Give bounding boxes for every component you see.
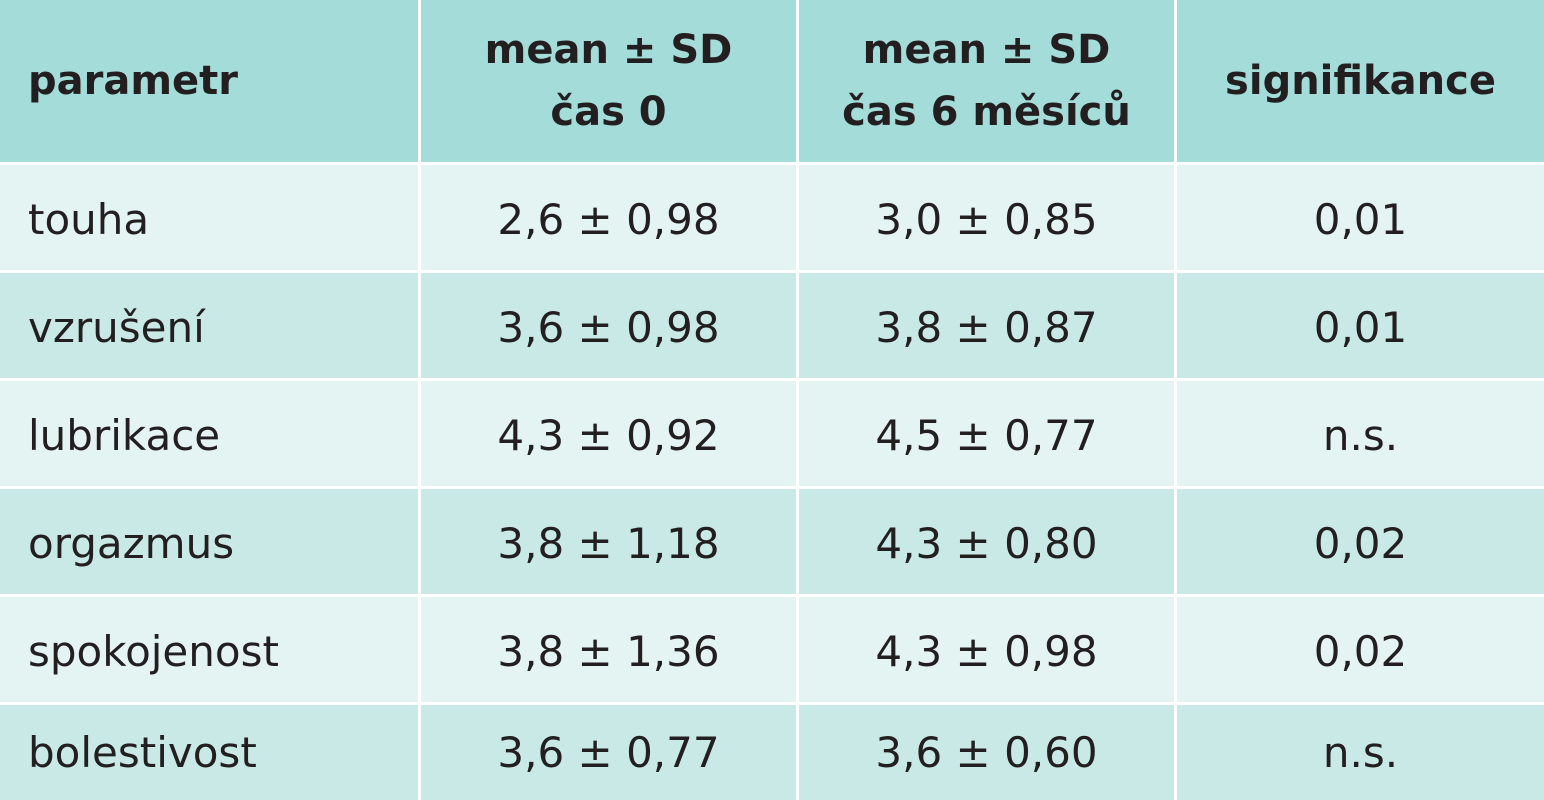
cell-time0: 2,6 ± 0,98 [421, 165, 799, 273]
cell-parameter: touha [0, 165, 421, 273]
row-divider [0, 594, 1544, 597]
row-divider [0, 378, 1544, 381]
cell-time0: 3,6 ± 0,98 [421, 273, 799, 381]
table-row: bolestivost 3,6 ± 0,77 3,6 ± 0,60 n.s. [0, 705, 1544, 800]
cell-parameter: orgazmus [0, 489, 421, 597]
cell-significance: n.s. [1322, 410, 1399, 460]
header-significance-label: signifikance [1225, 58, 1496, 104]
row-divider [0, 702, 1544, 705]
table-row: spokojenost 3,8 ± 1,36 4,3 ± 0,98 0,02 [0, 597, 1544, 705]
cell-time6: 3,6 ± 0,60 [799, 705, 1177, 800]
table-row: touha 2,6 ± 0,98 3,0 ± 0,85 0,01 [0, 165, 1544, 273]
header-time0-line2: čas 0 [550, 89, 667, 135]
header-time0-line1: mean ± SD [484, 27, 733, 73]
cell-significance: 0,01 [1313, 302, 1408, 352]
table-row: vzrušení 3,6 ± 0,98 3,8 ± 0,87 0,01 [0, 273, 1544, 381]
cell-parameter: lubrikace [0, 381, 421, 489]
header-cell-time6: mean ± SD čas 6 měsíců [799, 0, 1177, 162]
table-header-row: parametr mean ± SD čas 0 mean ± SD čas 6… [0, 0, 1544, 162]
cell-time0: 3,8 ± 1,18 [421, 489, 799, 597]
header-time6-line1: mean ± SD [862, 27, 1111, 73]
cell-time0: 3,6 ± 0,77 [421, 705, 799, 800]
cell-parameter: spokojenost [0, 597, 421, 705]
row-divider [0, 162, 1544, 165]
cell-time6: 3,0 ± 0,85 [799, 165, 1177, 273]
header-cell-significance: signifikance [1177, 0, 1544, 162]
cell-significance: 0,01 [1313, 194, 1408, 244]
cell-time0: 3,8 ± 1,36 [421, 597, 799, 705]
cell-time6: 4,3 ± 0,80 [799, 489, 1177, 597]
cell-time6: 4,5 ± 0,77 [799, 381, 1177, 489]
table-row: orgazmus 3,8 ± 1,18 4,3 ± 0,80 0,02 [0, 489, 1544, 597]
cell-significance: 0,02 [1313, 518, 1408, 568]
header-cell-parameter: parametr [0, 0, 421, 162]
row-divider [0, 486, 1544, 489]
cell-significance: 0,02 [1313, 626, 1408, 676]
cell-time6: 4,3 ± 0,98 [799, 597, 1177, 705]
header-cell-time0: mean ± SD čas 0 [421, 0, 799, 162]
table-row: lubrikace 4,3 ± 0,92 4,5 ± 0,77 n.s. [0, 381, 1544, 489]
header-time6-line2: čas 6 měsíců [842, 89, 1131, 135]
cell-parameter: bolestivost [0, 705, 421, 800]
cell-time6: 3,8 ± 0,87 [799, 273, 1177, 381]
cell-parameter: vzrušení [0, 273, 421, 381]
header-parameter-label: parametr [28, 58, 238, 104]
cell-significance: n.s. [1322, 728, 1399, 777]
row-divider [0, 270, 1544, 273]
cell-time0: 4,3 ± 0,92 [421, 381, 799, 489]
